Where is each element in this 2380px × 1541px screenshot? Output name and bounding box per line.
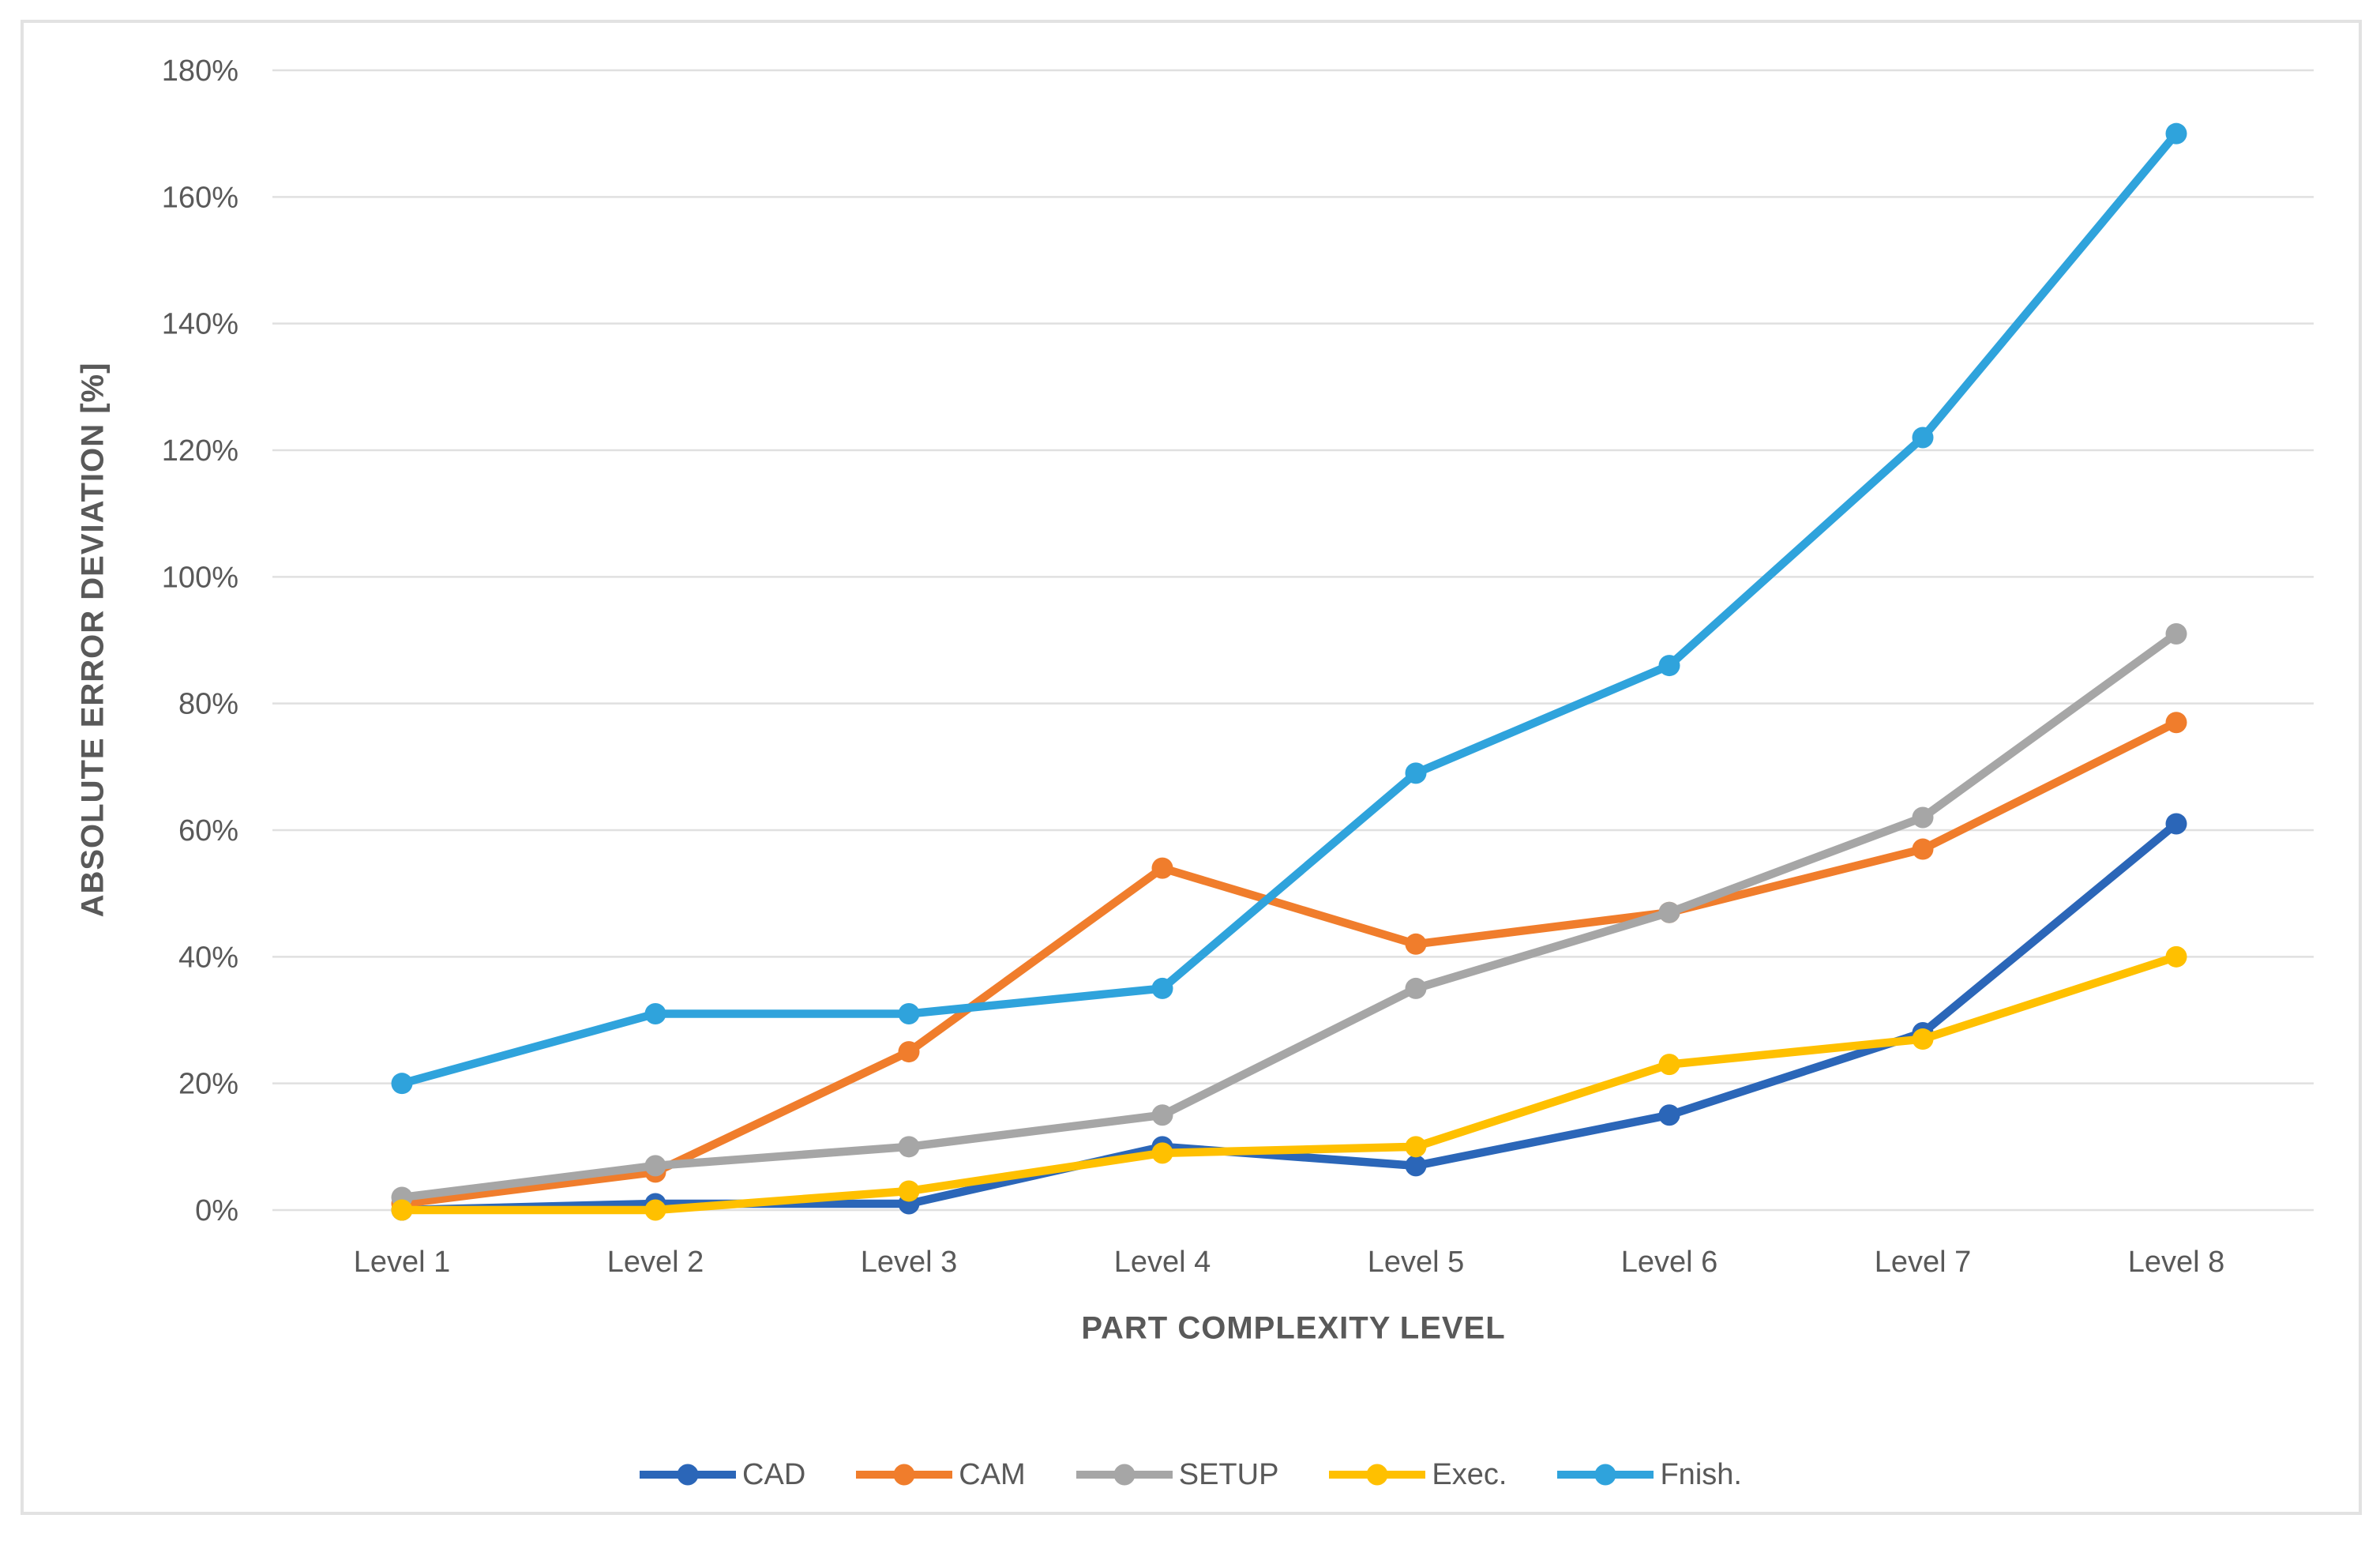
x-category-label: Level 6 (1621, 1246, 1718, 1279)
legend-item-cad: CAD (638, 1458, 805, 1492)
series-line-fnish (397, 129, 2181, 1088)
x-category-label: Level 1 (354, 1246, 451, 1279)
series-marker-exec (898, 1180, 920, 1202)
series-marker-setup (644, 1155, 666, 1177)
legend-line-marker-icon (856, 1464, 953, 1486)
series-marker-cad (2165, 813, 2187, 835)
series-line-setup (397, 630, 2181, 1202)
y-tick-label: 40% (178, 941, 238, 974)
legend-line-marker-icon (1557, 1464, 1654, 1486)
series-marker-cam (2165, 712, 2187, 734)
series-marker-setup (898, 1136, 920, 1158)
series-marker-fnish (898, 1002, 920, 1024)
legend: CAD CAM SETUP Exec. Fnish. (0, 1449, 2380, 1500)
series-marker-exec (2165, 945, 2187, 968)
series-marker-exec (391, 1199, 413, 1221)
series-marker-cam (1405, 933, 1427, 955)
legend-line-marker-icon (640, 1464, 737, 1486)
legend-item-setup: SETUP (1075, 1457, 1279, 1492)
legend-item-fnish: Fnish. (1556, 1457, 1742, 1492)
legend-line-marker-icon (1329, 1464, 1426, 1486)
series-marker-exec (1405, 1136, 1427, 1158)
series-marker-cam (898, 1041, 920, 1063)
x-category-label: Level 3 (861, 1246, 958, 1279)
series-marker-setup (1912, 806, 1934, 829)
x-category-label: Level 2 (607, 1246, 704, 1279)
x-category-label: Level 4 (1114, 1246, 1211, 1279)
y-tick-label: 180% (162, 54, 238, 88)
series-marker-exec (1912, 1028, 1934, 1051)
series-marker-cam (1912, 838, 1934, 860)
x-category-label: Level 5 (1368, 1246, 1465, 1279)
y-tick-label: 100% (162, 561, 238, 594)
figure-border (21, 20, 2362, 1515)
x-category-label: Level 7 (1875, 1246, 1972, 1279)
x-axis-title: PART COMPLEXITY LEVEL (1081, 1310, 1506, 1346)
series-marker-cam (1151, 857, 1173, 879)
series-marker-exec (1151, 1142, 1173, 1164)
y-tick-label: 80% (178, 688, 238, 721)
series-marker-setup (1405, 977, 1427, 999)
legend-label: Fnish. (1660, 1457, 1742, 1491)
series-marker-exec (1658, 1054, 1680, 1076)
x-category-label: Level 8 (2128, 1246, 2225, 1279)
y-tick-label: 120% (162, 434, 238, 468)
y-tick-label: 20% (178, 1068, 238, 1101)
legend-label: SETUP (1178, 1457, 1279, 1491)
series-marker-fnish (644, 1002, 666, 1024)
y-tick-label: 160% (162, 181, 238, 214)
y-tick-label: 60% (178, 814, 238, 848)
series-marker-fnish (1151, 977, 1173, 999)
legend-item-exec: Exec. (1327, 1458, 1507, 1492)
y-axis-title: ABSOLUTE ERROR DEVIATION [%] (75, 362, 111, 918)
series-marker-fnish (2165, 122, 2187, 145)
legend-label: CAD (742, 1457, 806, 1491)
series-marker-fnish (1658, 655, 1680, 677)
series-line-cam (397, 718, 2181, 1208)
y-tick-label: 0% (195, 1194, 238, 1227)
legend-item-cam: CAM (854, 1457, 1026, 1492)
series-line-exec (397, 953, 2181, 1215)
series-marker-setup (2165, 622, 2187, 645)
legend-line-marker-icon (1076, 1464, 1173, 1486)
series-marker-exec (644, 1199, 666, 1221)
series-marker-setup (1151, 1104, 1173, 1126)
series-marker-cad (1658, 1104, 1680, 1126)
series-marker-fnish (1912, 427, 1934, 449)
series-marker-fnish (1405, 762, 1427, 784)
series-marker-fnish (391, 1073, 413, 1095)
legend-label: Exec. (1432, 1457, 1507, 1491)
y-tick-label: 140% (162, 308, 238, 341)
series-marker-cad (1405, 1155, 1427, 1177)
series-marker-setup (1658, 901, 1680, 923)
legend-label: CAM (959, 1457, 1026, 1491)
